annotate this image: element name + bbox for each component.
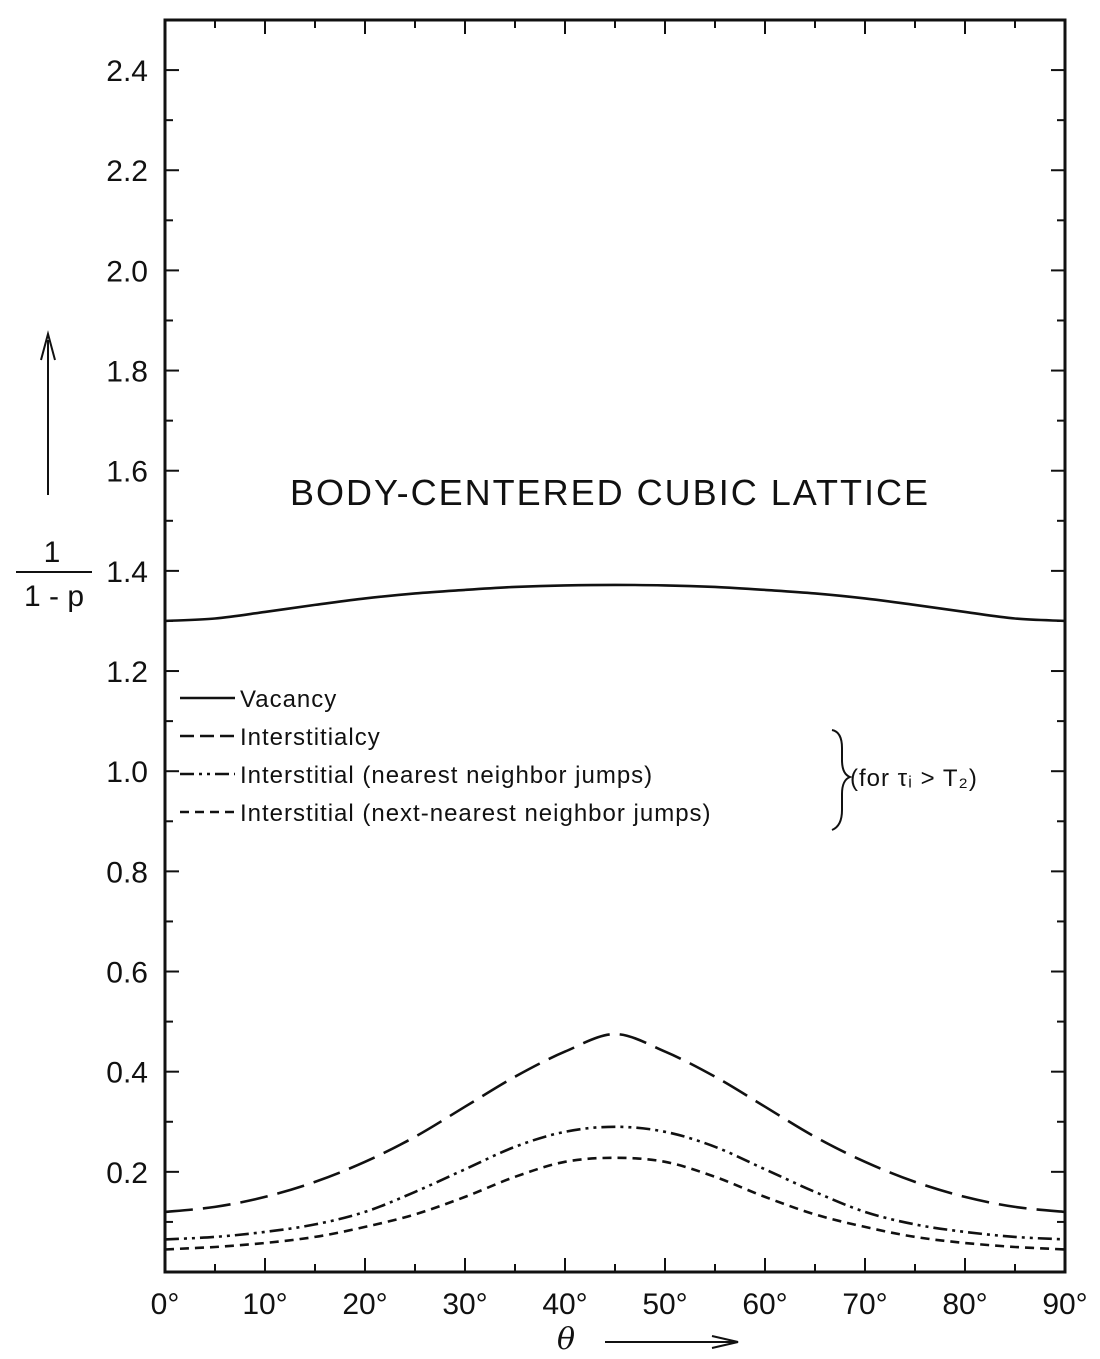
y-tick-label: 2.4 — [106, 55, 148, 88]
y-tick-label: 1.2 — [106, 656, 148, 689]
y-tick-label: 1.8 — [106, 356, 148, 389]
series-line-long-dash — [164, 1032, 1066, 1214]
x-axis-arrow-head — [711, 1335, 739, 1349]
chart-title: BODY-CENTERED CUBIC LATTICE — [290, 472, 930, 513]
y-axis-label-numerator: 1 — [44, 536, 61, 569]
series-line-dash-dot-dot — [164, 1125, 1066, 1241]
x-tick-label: 60° — [742, 1288, 787, 1321]
plot-frame — [163, 18, 1067, 1274]
legend-label: Interstitial (next-nearest neighbor jump… — [240, 800, 712, 827]
y-tick-label: 1.4 — [106, 556, 148, 589]
legend-label: Vacancy — [240, 686, 337, 713]
y-tick-label: 2.2 — [106, 155, 148, 188]
y-axis-label: 1 1 - p — [16, 330, 92, 613]
legend-brace — [831, 729, 853, 831]
legend-label: Interstitialcy — [240, 724, 381, 751]
x-tick-label: 70° — [842, 1288, 887, 1321]
x-axis-label: θ — [557, 1322, 739, 1357]
series-line-short-dash — [164, 1156, 1066, 1251]
x-axis-label-text: θ — [557, 1322, 575, 1357]
tick-marks — [164, 20, 1066, 1272]
y-tick-label: 0.6 — [106, 957, 148, 990]
y-tick-label: 0.8 — [106, 856, 148, 889]
y-tick-label: 2.0 — [106, 255, 148, 288]
x-tick-label: 30° — [442, 1288, 487, 1321]
x-tick-label: 80° — [942, 1288, 987, 1321]
legend-group-note: (for τᵢ > T₂) — [850, 765, 978, 792]
y-tick-label: 0.4 — [106, 1057, 148, 1090]
x-tick-label: 20° — [342, 1288, 387, 1321]
x-tick-label: 10° — [242, 1288, 287, 1321]
x-tick-label: 40° — [542, 1288, 587, 1321]
x-tick-label: 90° — [1042, 1288, 1087, 1321]
x-tick-label: 0° — [151, 1288, 180, 1321]
tick-labels: 0° 10° 20° 30° 40° 50° 60° 70° 80° 90° 0.2 0.4 0.6 0.… — [106, 55, 1087, 1321]
legend-label: Interstitial (nearest neighbor jumps) — [240, 762, 653, 789]
y-tick-label: 1.6 — [106, 456, 148, 489]
x-tick-label: 50° — [642, 1288, 687, 1321]
series-lines — [164, 583, 1066, 1251]
legend: Vacancy Interstitialcy Interstitial (neare… — [180, 686, 712, 827]
y-tick-label: 1.0 — [106, 756, 148, 789]
y-axis-arrow-head — [40, 330, 56, 361]
y-axis-label-denominator: 1 - p — [24, 580, 84, 613]
y-tick-label: 0.2 — [106, 1157, 148, 1190]
legend-group-bracket: (for τᵢ > T₂) — [831, 729, 978, 831]
series-line-solid — [164, 583, 1066, 623]
